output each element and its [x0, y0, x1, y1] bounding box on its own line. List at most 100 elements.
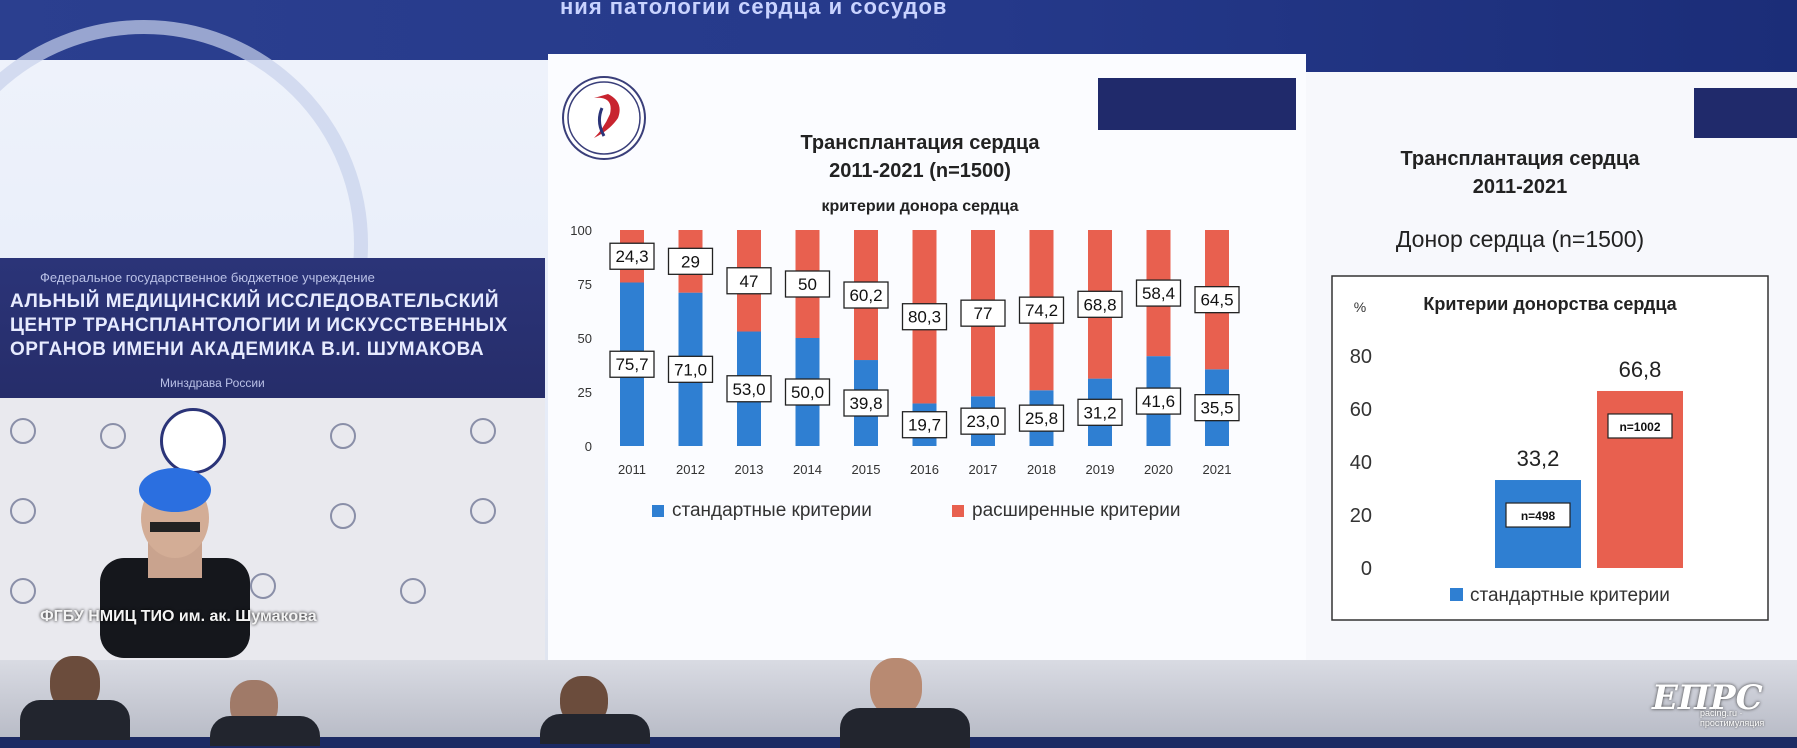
data-label-extended-box	[1135, 279, 1182, 307]
data-label-extended-box	[843, 281, 889, 309]
presidium-table	[0, 656, 1797, 748]
data-label-standard-box	[1194, 394, 1240, 422]
data-label-extended: 47	[740, 272, 759, 291]
chart-frame	[1331, 275, 1769, 621]
donor-criteria-chart: Критерии донорства сердца% 0 20 40 60 80 33,2 n…	[1331, 275, 1769, 621]
legend-swatch-standard	[652, 505, 664, 517]
data-label-extended-box	[1077, 290, 1123, 318]
y-tick-label: 100	[570, 223, 592, 238]
y-tick-label: 20	[1350, 505, 1372, 527]
data-label-standard-box	[901, 411, 948, 439]
data-label-standard: 25,8	[1025, 409, 1058, 428]
data-label-extended: 58,4	[1142, 284, 1175, 303]
legend-swatch-standard	[1450, 588, 1463, 601]
data-label-standard: 39,8	[849, 394, 882, 413]
data-label-extended-box	[726, 267, 772, 295]
data-label-standard: 41,6	[1142, 392, 1175, 411]
video-ministry: Минздрава России	[160, 376, 265, 390]
x-tick-label: 2017	[969, 462, 998, 477]
x-tick-label: 2018	[1027, 462, 1056, 477]
wall-logo-icon	[10, 578, 36, 604]
chart1-subtitle: критерии донора сердца	[821, 198, 1019, 215]
data-label-extended-box	[901, 303, 948, 331]
legend-label-extended: расширенные критерии	[972, 500, 1180, 521]
data-label-standard-box	[609, 350, 655, 378]
data-label-standard-box	[784, 378, 831, 406]
y-axis-unit: %	[1354, 299, 1366, 315]
wall-logo-icon	[100, 423, 126, 449]
data-label-extended: 50	[798, 275, 817, 294]
legend-label-standard: стандартные критерии	[672, 500, 872, 521]
data-label-extended-box	[609, 242, 655, 270]
y-tick-label: 25	[578, 385, 592, 400]
wall-logo-icon	[250, 573, 276, 599]
n-label: n=498	[1521, 509, 1556, 523]
x-tick-label: 2014	[793, 462, 822, 477]
legend-label-standard: стандартные критерии	[1470, 585, 1670, 606]
y-tick-label: 60	[1350, 399, 1372, 421]
data-label-standard-box	[1018, 404, 1065, 432]
banner-text: ния патологии сердца и сосудов	[560, 0, 948, 19]
n-label-box	[1505, 502, 1571, 528]
data-label-extended-box	[784, 270, 831, 298]
bar-value-label: 66,8	[1619, 357, 1662, 382]
data-label-extended-box	[1194, 286, 1240, 314]
chart2-title-line2: 2011-2021	[1472, 176, 1568, 198]
center-logo-icon	[160, 408, 226, 474]
wall-logo-icon	[470, 498, 496, 524]
bar-value-label: 33,2	[1517, 446, 1560, 471]
data-label-standard-box	[1135, 387, 1182, 415]
chart1-title-line2: 2011-2021 (n=1500)	[829, 160, 1011, 182]
stacked-bar-chart: 0 25 50 75 100 75,7 24,3 2011 71,0 29 2012 53,0 47 20…	[570, 223, 1240, 521]
wall-logo-icon	[330, 503, 356, 529]
data-label-extended-box	[1018, 296, 1065, 324]
data-label-standard-box	[1077, 398, 1123, 426]
x-tick-label: 2015	[852, 462, 881, 477]
data-label-standard: 50,0	[791, 383, 824, 402]
y-tick-label: 80	[1350, 346, 1372, 368]
data-label-standard: 31,2	[1083, 403, 1116, 422]
video-caption: ФГБУ НМИЦ ТИО им. ак. Шумакова	[40, 608, 317, 625]
data-label-extended: 29	[681, 252, 700, 271]
data-label-extended: 24,3	[615, 247, 648, 266]
chart2-inner-title: Критерии донорства сердца	[1423, 294, 1677, 314]
x-tick-label: 2016	[910, 462, 939, 477]
person-suit	[840, 708, 970, 748]
n-label-box	[1607, 413, 1673, 439]
wall-logo-icon	[330, 423, 356, 449]
wall-logo-icon	[10, 418, 36, 444]
conference-badge-2	[1694, 88, 1797, 138]
data-label-standard: 75,7	[615, 355, 648, 374]
video-org-type: Федеральное государственное бюджетное уч…	[40, 270, 375, 285]
wall-logo-icon	[400, 578, 426, 604]
person-suit	[210, 716, 320, 746]
video-org-name: АЛЬНЫЙ МЕДИЦИНСКИЙ ИССЛЕДОВАТЕЛЬСКИЙ ЦЕН…	[10, 291, 508, 360]
data-label-extended: 68,8	[1083, 295, 1116, 314]
chart2-subtitle: Донор сердца (n=1500)	[1395, 226, 1645, 252]
data-label-extended: 60,2	[849, 286, 882, 305]
legend-swatch-extended	[952, 505, 964, 517]
data-label-extended-box	[667, 247, 714, 275]
press-wall	[0, 398, 545, 660]
wall-logo-icon	[10, 498, 36, 524]
data-label-standard: 71,0	[674, 360, 707, 379]
y-tick-label: 75	[578, 277, 592, 292]
conference-badge	[1098, 78, 1296, 130]
person-suit	[540, 714, 650, 744]
data-label-standard: 23,0	[966, 412, 999, 431]
watermark-logo: ЕПРС	[1652, 678, 1763, 718]
data-label-standard-box	[843, 389, 889, 417]
data-label-standard: 35,5	[1200, 399, 1233, 418]
data-label-standard-box	[726, 375, 772, 403]
data-label-extended: 74,2	[1025, 301, 1058, 320]
data-label-standard-box	[667, 355, 714, 383]
data-label-extended: 64,5	[1200, 291, 1233, 310]
x-tick-label: 2021	[1203, 462, 1232, 477]
y-tick-label: 40	[1350, 452, 1372, 474]
x-tick-label: 2019	[1086, 462, 1115, 477]
y-tick-label: 50	[578, 331, 592, 346]
person-suit	[20, 700, 130, 740]
chart1-title: Трансплантация сердца	[800, 132, 1040, 154]
person-head	[870, 658, 922, 716]
data-label-extended-box	[960, 299, 1006, 327]
